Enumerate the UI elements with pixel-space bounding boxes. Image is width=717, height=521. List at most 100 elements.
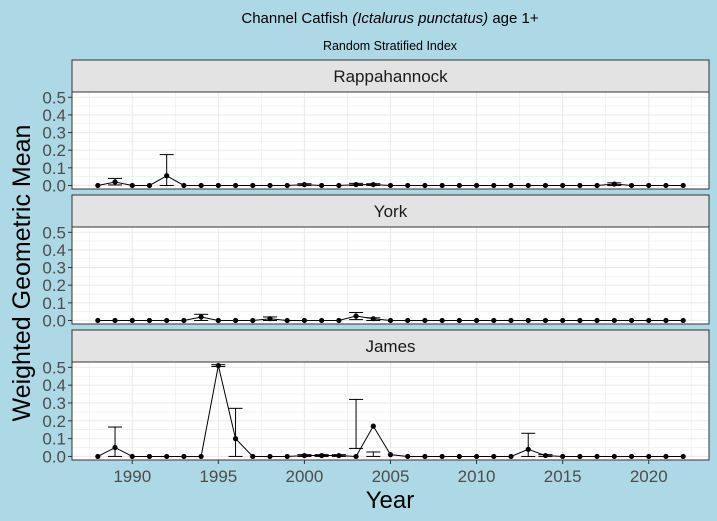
data-point	[284, 317, 290, 324]
data-point	[422, 182, 428, 189]
data-point	[628, 317, 635, 324]
data-point	[95, 453, 101, 460]
data-point	[473, 317, 480, 324]
data-point	[129, 317, 135, 324]
data-point	[542, 182, 549, 189]
data-point	[456, 182, 462, 189]
data-point	[267, 316, 273, 322]
data-point	[146, 453, 153, 460]
y-tick-label: 0.1	[42, 159, 66, 178]
y-tick-label: 0.3	[42, 124, 66, 143]
data-point	[181, 182, 187, 189]
data-point	[370, 423, 376, 429]
data-point	[560, 182, 566, 189]
data-point	[542, 317, 549, 324]
data-point	[336, 317, 342, 324]
facet-strip	[71, 329, 710, 363]
data-point	[542, 452, 549, 459]
data-point	[680, 182, 686, 189]
data-point	[525, 446, 531, 452]
facet-strip	[71, 194, 710, 228]
data-point	[112, 179, 118, 185]
facet-panel-rappahannock: Rappahannock 0.00.10.20.30.40.5	[42, 59, 710, 195]
data-point	[250, 453, 256, 460]
data-point	[405, 453, 411, 460]
data-point	[319, 182, 325, 189]
y-tick-label: 0.1	[42, 430, 66, 449]
data-point	[594, 182, 600, 189]
y-tick-label: 0.4	[42, 241, 66, 260]
data-point	[319, 317, 325, 324]
data-point	[129, 182, 135, 189]
data-point	[405, 182, 411, 189]
data-point	[232, 317, 239, 324]
data-point	[164, 317, 170, 324]
chart-title-main: Channel Catfish	[241, 10, 352, 27]
data-point	[456, 317, 462, 324]
data-point	[680, 317, 686, 324]
data-point	[594, 453, 600, 460]
y-tick-label: 0.2	[42, 276, 66, 295]
chart-title-tail: age 1+	[488, 10, 539, 27]
data-point	[215, 362, 221, 369]
data-point	[181, 453, 187, 460]
data-point	[491, 182, 497, 189]
facet-strip	[71, 59, 710, 93]
data-point	[663, 317, 669, 324]
facet-panels: Rappahannock0.00.10.20.30.40.5York0.00.1…	[42, 59, 710, 486]
data-point	[387, 317, 394, 324]
data-point	[353, 181, 359, 188]
x-tick-label: 1995	[199, 467, 237, 486]
y-tick-label: 0.4	[42, 376, 66, 395]
y-tick-label: 0.5	[42, 358, 66, 377]
data-point	[508, 453, 514, 460]
x-tick-label: 2010	[458, 467, 496, 486]
facet-strip-label: James	[365, 337, 415, 356]
data-point	[560, 453, 566, 460]
data-point	[577, 453, 583, 460]
data-point	[508, 182, 514, 189]
data-point	[663, 182, 669, 189]
data-point	[508, 317, 514, 324]
data-point	[473, 182, 480, 189]
data-point	[301, 317, 308, 324]
x-tick-label: 1990	[113, 467, 151, 486]
data-point	[129, 453, 135, 460]
chart-title-italic: (Ictalurus punctatus)	[352, 10, 488, 27]
y-tick-label: 0.0	[42, 176, 66, 195]
data-point	[146, 182, 153, 189]
data-point	[215, 317, 221, 324]
data-point	[387, 182, 394, 189]
y-tick-label: 0.2	[42, 412, 66, 431]
data-point	[250, 317, 256, 324]
data-point	[146, 317, 153, 324]
data-point	[680, 453, 686, 460]
y-tick-label: 0.4	[42, 106, 66, 125]
data-point	[456, 453, 462, 460]
x-tick-label: 2005	[372, 467, 410, 486]
data-point	[439, 453, 445, 460]
data-point	[95, 182, 101, 189]
data-point	[267, 453, 273, 460]
data-point	[473, 453, 480, 460]
data-point	[215, 182, 221, 189]
x-tick-label: 2015	[544, 467, 582, 486]
data-point	[112, 444, 118, 451]
data-point	[370, 181, 376, 188]
y-tick-label: 0.3	[42, 394, 66, 413]
data-point	[232, 182, 239, 189]
data-point	[525, 317, 531, 324]
facet-strip-label: Rappahannock	[333, 67, 448, 86]
data-point	[353, 453, 359, 460]
chart-subtitle: Random Stratified Index	[323, 39, 458, 53]
data-point	[422, 453, 428, 460]
data-point	[250, 182, 256, 189]
data-point	[387, 452, 394, 458]
data-point	[267, 182, 273, 189]
data-point	[611, 317, 617, 324]
data-point	[353, 313, 359, 319]
data-point	[491, 317, 497, 324]
y-tick-label: 0.1	[42, 294, 66, 313]
panel-border	[71, 91, 710, 190]
